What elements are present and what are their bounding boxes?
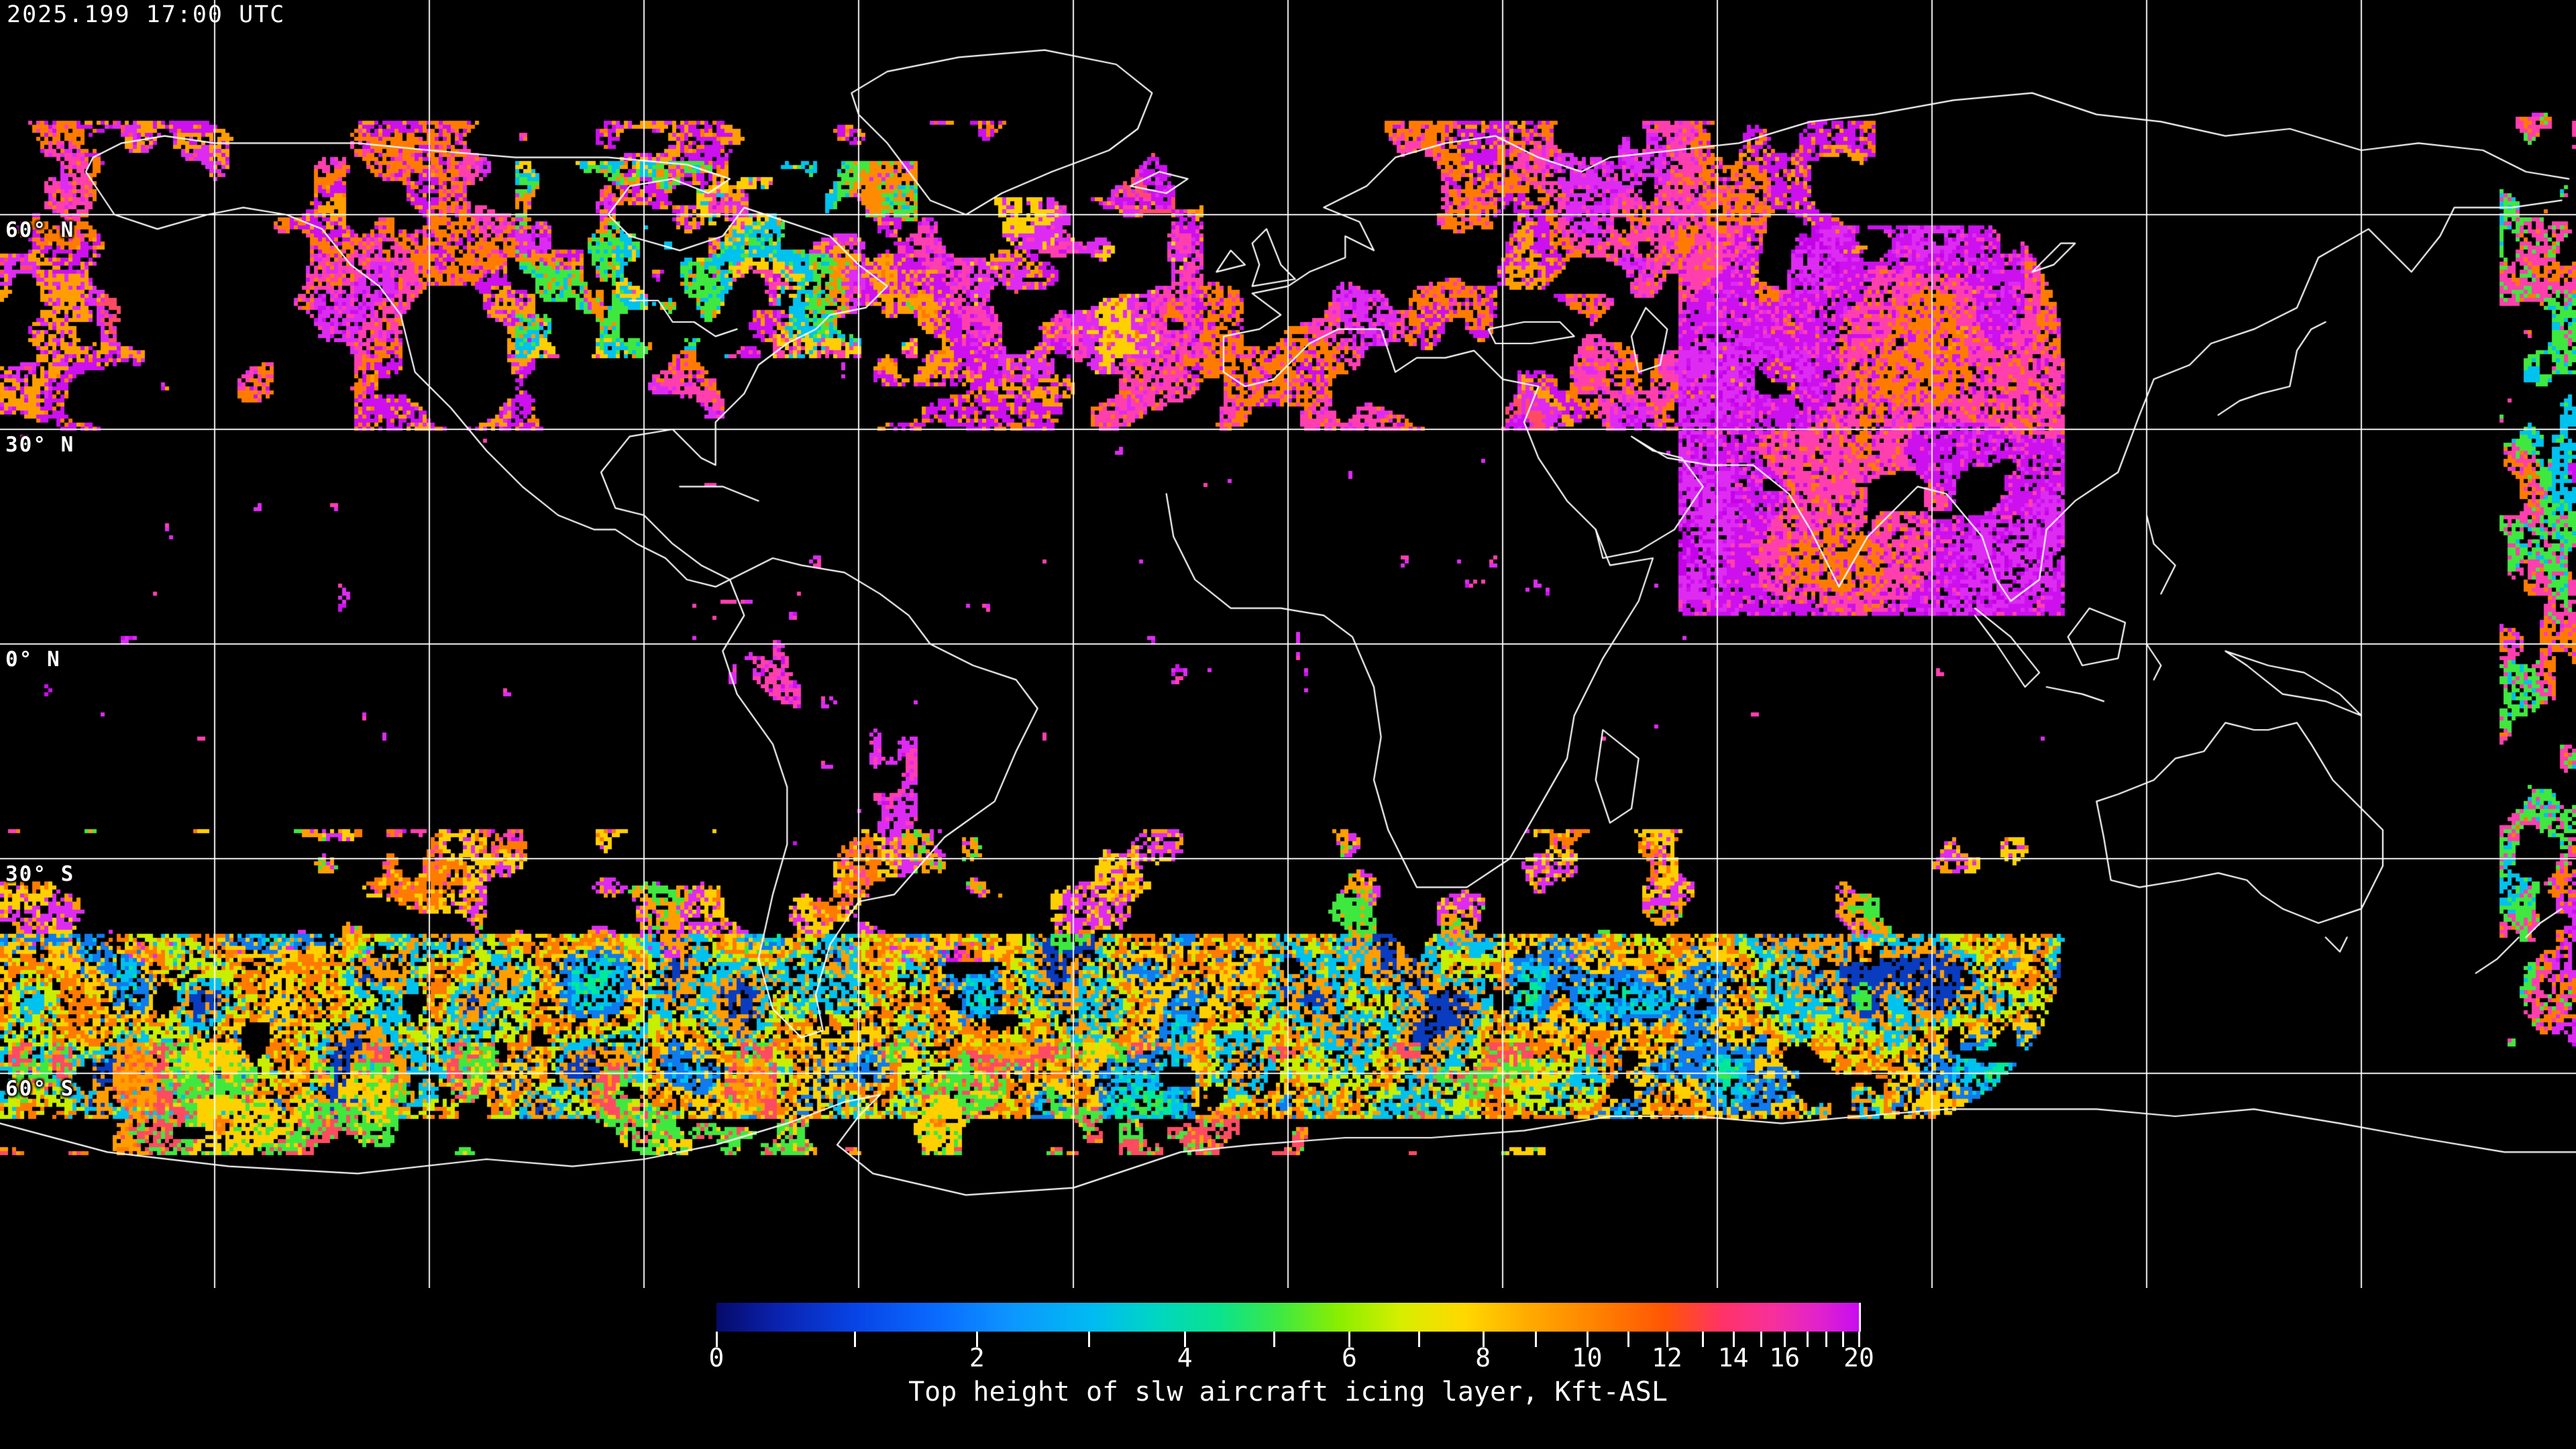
colorbar-tick-label: 20 — [1843, 1343, 1874, 1373]
colorbar-tick — [1760, 1332, 1762, 1347]
colorbar-tick-label: 6 — [1342, 1343, 1357, 1373]
colorbar-tick — [1701, 1332, 1704, 1347]
colorbar-tick — [1418, 1332, 1421, 1347]
colorbar-tick-label: 16 — [1769, 1343, 1801, 1373]
colorbar-tick — [1535, 1332, 1538, 1347]
colorbar-tick — [854, 1332, 857, 1347]
colorbar-tick — [716, 1332, 718, 1347]
lat-label: 30° N — [5, 433, 75, 457]
lat-label: 30° S — [5, 862, 75, 886]
colorbar-tick — [1627, 1332, 1629, 1347]
colorbar-tick — [1348, 1332, 1351, 1347]
colorbar-tick — [1273, 1332, 1276, 1347]
lat-label: 0° N — [5, 647, 61, 672]
lat-label: 60° S — [5, 1077, 75, 1101]
colorbar-tick-label: 4 — [1177, 1343, 1193, 1373]
colorbar-gradient — [716, 1303, 1861, 1332]
colorbar-tick — [1666, 1332, 1668, 1347]
colorbar-tick — [1732, 1332, 1735, 1347]
colorbar-tick — [1586, 1332, 1589, 1347]
colorbar-tick — [1858, 1332, 1860, 1347]
colorbar-tick — [1482, 1332, 1485, 1347]
colorbar-tick-label: 14 — [1717, 1343, 1749, 1373]
colorbar-tick-label: 8 — [1475, 1343, 1491, 1373]
colorbar-tick-label: 10 — [1571, 1343, 1603, 1373]
colorbar-tick — [1088, 1332, 1091, 1347]
colorbar-tick — [1825, 1332, 1827, 1347]
colorbar-title: Top height of slw aircraft icing layer, … — [908, 1377, 1668, 1407]
world-map-canvas — [0, 0, 2576, 1288]
colorbar-tick — [1842, 1332, 1845, 1347]
colorbar-tick-label: 0 — [708, 1343, 724, 1373]
colorbar-tick — [1807, 1332, 1809, 1347]
timestamp: 2025.199 17:00 UTC — [7, 1, 286, 28]
colorbar-tick — [976, 1332, 979, 1347]
colorbar-tick-label: 12 — [1652, 1343, 1682, 1373]
colorbar-tick — [1184, 1332, 1187, 1347]
lat-label: 60° N — [5, 218, 75, 242]
colorbar-tick-label: 2 — [969, 1343, 985, 1373]
colorbar: 0 2 4 6 8 10 12 14 16 20 — [709, 1303, 1874, 1373]
colorbar-tick — [1784, 1332, 1786, 1347]
